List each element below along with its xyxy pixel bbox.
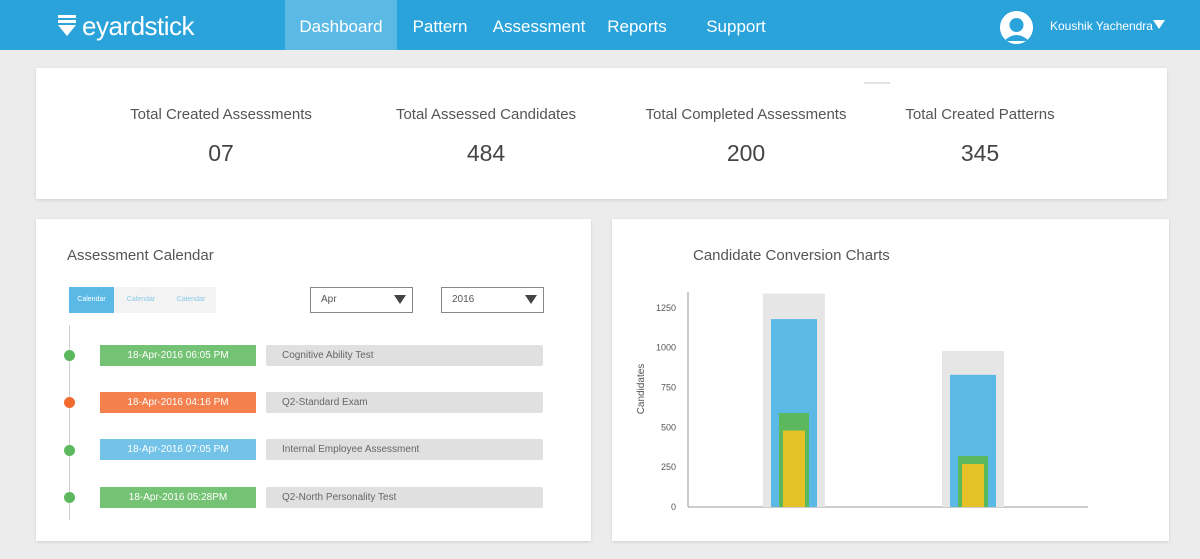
stat-value-assessed-candidates: 484 — [466, 140, 506, 166]
stat-label-completed-assessments: Total Completed Assessments — [645, 106, 847, 123]
nav-dashboard-label: Dashboard — [299, 17, 383, 36]
timeline-line — [69, 325, 70, 520]
stat-value-completed-assessments: 200 — [726, 140, 766, 166]
y-tick-label: 250 — [661, 462, 676, 472]
event-name[interactable]: Internal Employee Assessment — [266, 439, 543, 460]
month-select[interactable]: Apr — [310, 287, 413, 313]
nav-assessment[interactable]: Assessment — [487, 0, 591, 50]
stat-value-created-assessments: 07 — [208, 140, 234, 166]
y-axis-label: Candidates — [636, 364, 647, 415]
user-name[interactable]: Koushik Yachendra — [1050, 19, 1153, 33]
assessment-calendar-card: Assessment Calendar Calendar Calendar Ca… — [36, 219, 591, 541]
tab-calendar-1[interactable]: Calendar — [69, 287, 114, 313]
stat-label-created-patterns: Total Created Patterns — [905, 106, 1055, 123]
top-nav-bar: eyardstick Dashboard Pattern Assessment … — [0, 0, 1200, 50]
nav-pattern-label: Pattern — [412, 17, 468, 36]
y-tick-label: 0 — [671, 502, 676, 512]
nav-reports-label: Reports — [607, 17, 667, 36]
logo-icon — [58, 15, 76, 36]
stat-label-created-assessments: Total Created Assessments — [130, 106, 312, 123]
chevron-down-icon — [525, 295, 537, 304]
nav-support[interactable]: Support — [698, 0, 774, 50]
stats-summary-card: Total Created Assessments 07 Total Asses… — [36, 68, 1167, 199]
candidate-conversion-card: Candidate Conversion Charts 0 250 500 750 10… — [612, 219, 1169, 541]
year-select[interactable]: 2016 — [441, 287, 544, 313]
brand-logo[interactable]: eyardstick — [58, 10, 195, 41]
y-tick-label: 750 — [661, 383, 676, 393]
timeline-dot — [64, 350, 75, 361]
timeline-dot — [64, 445, 75, 456]
nav-assessment-label: Assessment — [492, 17, 586, 36]
timeline-dot — [64, 492, 75, 503]
conversion-chart: 0 250 500 750 1000 1250 Candidates — [636, 292, 1088, 512]
stat-label-assessed-candidates: Total Assessed Candidates — [395, 106, 577, 123]
brand-name: eyardstick — [82, 10, 195, 41]
bar — [783, 430, 805, 507]
event-name[interactable]: Q2-Standard Exam — [266, 392, 543, 413]
nav-reports[interactable]: Reports — [601, 0, 673, 50]
tab-calendar-3[interactable]: Calendar — [176, 296, 206, 303]
chevron-down-icon — [394, 295, 406, 304]
tab-calendar-2[interactable]: Calendar — [126, 296, 156, 303]
stat-value-created-patterns: 345 — [960, 140, 1000, 166]
user-avatar[interactable] — [1000, 11, 1033, 44]
y-tick-label: 500 — [661, 422, 676, 432]
chevron-down-icon[interactable] — [1153, 20, 1165, 30]
event-date[interactable]: 18-Apr-2016 07:05 PM — [100, 439, 256, 460]
divider — [864, 82, 890, 84]
month-select-value: Apr — [321, 294, 337, 305]
year-select-value: 2016 — [452, 294, 475, 305]
y-tick-label: 1250 — [656, 303, 676, 313]
event-date[interactable]: 18-Apr-2016 04:16 PM — [100, 392, 256, 413]
chart-title: Candidate Conversion Charts — [693, 247, 890, 264]
event-name[interactable]: Q2-North Personality Test — [266, 487, 543, 508]
event-date[interactable]: 18-Apr-2016 06:05 PM — [100, 345, 256, 366]
nav-dashboard[interactable]: Dashboard — [285, 0, 397, 50]
bar — [962, 464, 984, 507]
event-name[interactable]: Cognitive Ability Test — [266, 345, 543, 366]
calendar-title: Assessment Calendar — [67, 247, 214, 264]
calendar-tabs: Calendar Calendar Calendar — [69, 287, 216, 313]
user-avatar-icon — [1000, 11, 1033, 44]
timeline-dot — [64, 397, 75, 408]
event-date[interactable]: 18-Apr-2016 05:28PM — [100, 487, 256, 508]
nav-pattern[interactable]: Pattern — [404, 0, 476, 50]
y-tick-label: 1000 — [656, 343, 676, 353]
nav-support-label: Support — [706, 17, 766, 36]
